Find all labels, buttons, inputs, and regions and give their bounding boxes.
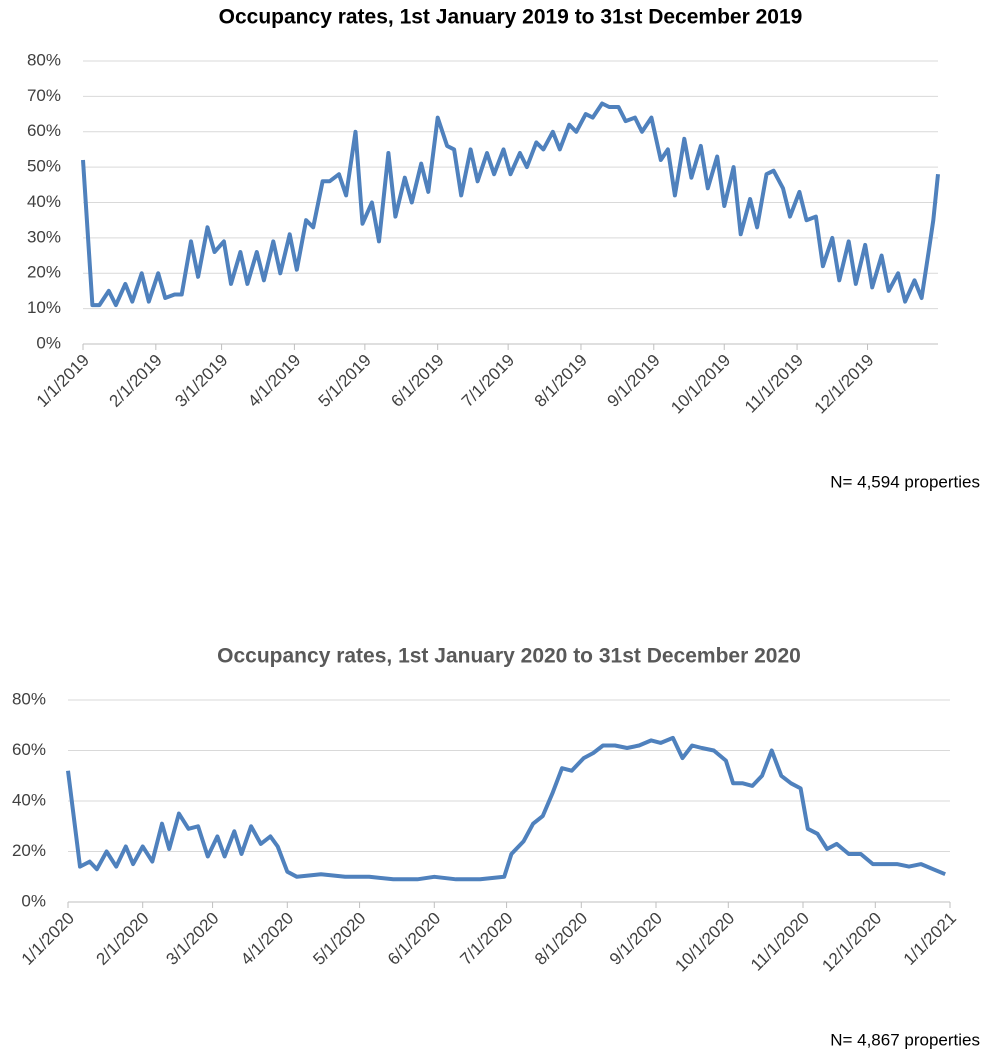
y-tick-label: 50% (27, 157, 61, 176)
x-tick-label: 7/1/2020 (456, 909, 516, 969)
x-tick-label: 6/1/2020 (384, 909, 444, 969)
note: N= 4,594 properties (830, 472, 980, 491)
x-tick-label: 9/1/2020 (606, 909, 666, 969)
y-tick-label: 70% (27, 86, 61, 105)
x-tick-label: 5/1/2020 (309, 909, 369, 969)
y-tick-label: 20% (12, 841, 46, 860)
y-tick-label: 10% (27, 298, 61, 317)
x-tick-label: 12/1/2019 (811, 351, 878, 418)
x-tick-label: 3/1/2020 (162, 909, 222, 969)
y-tick-label: 60% (27, 121, 61, 140)
x-tick-label: 4/1/2020 (237, 909, 297, 969)
data-line (66, 735, 946, 882)
chart-title: Occupancy rates, 1st January 2019 to 31s… (219, 6, 803, 29)
x-tick-label: 2/1/2020 (92, 909, 152, 969)
note: N= 4,867 properties (830, 1030, 980, 1049)
y-tick-label: 0% (21, 891, 46, 910)
x-tick-label: 3/1/2019 (171, 351, 231, 411)
y-tick-label: 60% (12, 740, 46, 759)
x-tick-label: 8/1/2020 (531, 909, 591, 969)
y-tick-label: 40% (27, 192, 61, 211)
x-tick-label: 12/1/2020 (818, 909, 885, 976)
data-line (81, 101, 940, 308)
x-tick-label: 1/1/2020 (18, 909, 78, 969)
y-tick-label: 30% (27, 227, 61, 246)
y-tick-label: 80% (27, 50, 61, 69)
chart-title: Occupancy rates, 1st January 2020 to 31s… (217, 645, 801, 668)
y-tick-label: 80% (12, 689, 46, 708)
x-tick-label: 5/1/2019 (315, 351, 375, 411)
x-tick-label: 11/1/2019 (741, 351, 807, 417)
x-tick-label: 1/1/2021 (900, 909, 960, 969)
x-tick-label: 9/1/2019 (604, 351, 664, 411)
x-tick-label: 2/1/2019 (106, 351, 166, 411)
x-tick-label: 8/1/2019 (531, 351, 591, 411)
x-tick-label: 10/1/2019 (667, 351, 734, 418)
y-tick-label: 20% (27, 263, 61, 282)
x-tick-label: 6/1/2019 (387, 351, 447, 411)
x-tick-label: 4/1/2019 (244, 351, 304, 411)
y-tick-label: 0% (36, 333, 61, 352)
x-tick-label: 7/1/2019 (458, 351, 518, 411)
x-tick-label: 1/1/2019 (33, 351, 93, 411)
x-tick-label: 10/1/2020 (671, 909, 738, 976)
x-tick-label: 11/1/2020 (747, 909, 813, 975)
y-tick-label: 40% (12, 790, 46, 809)
